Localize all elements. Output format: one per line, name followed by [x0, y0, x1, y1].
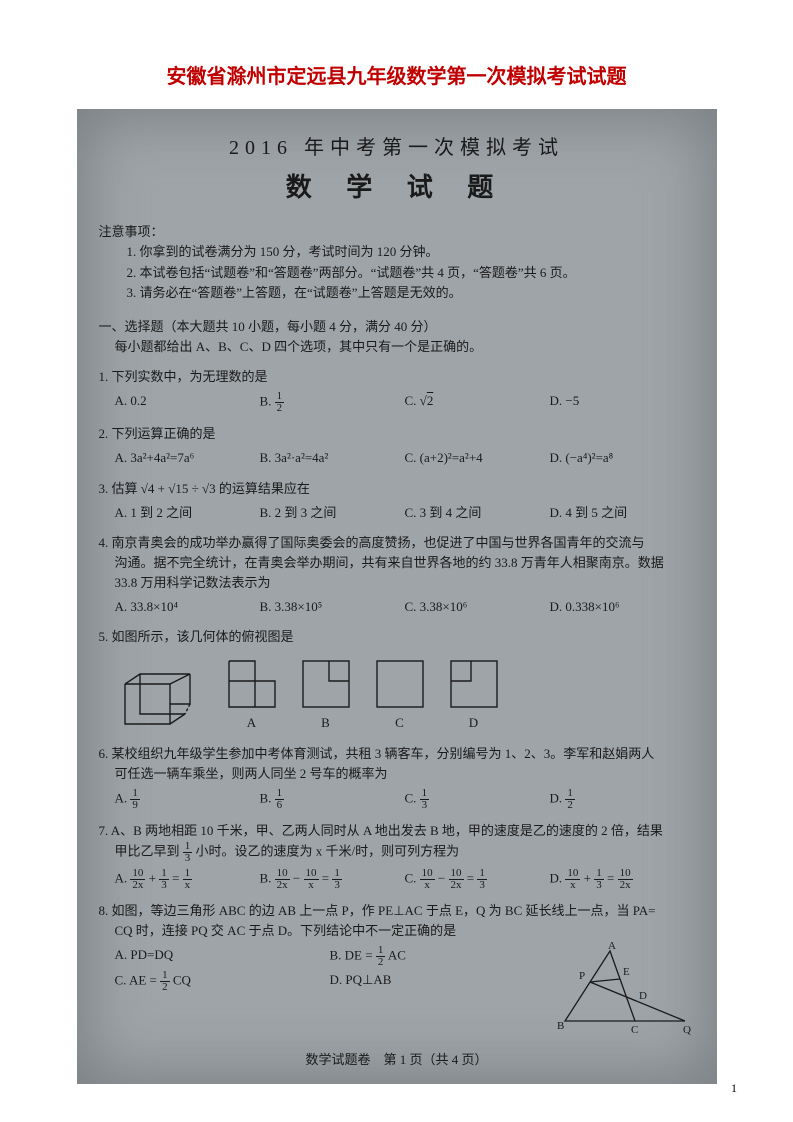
- question-2-stem: 2. 下列运算正确的是: [99, 424, 695, 444]
- option-a-label: A: [247, 713, 256, 733]
- question-6-options: A. 19 B. 16 C. 13 D. 12: [115, 788, 695, 811]
- option-c-figure: C: [373, 657, 427, 733]
- triangle-diagram-icon: A B C Q P E D: [555, 941, 695, 1036]
- option-d: D. 4 到 5 之间: [550, 503, 695, 523]
- option-d-figure: D: [447, 657, 501, 733]
- question-8-stem-line1: 8. 如图，等边三角形 ABC 的边 AB 上一点 P，作 PE⊥AC 于点 E…: [99, 901, 695, 921]
- question-5: 5. 如图所示，该几何体的俯视图是: [99, 627, 695, 733]
- notice-heading: 注意事项：: [99, 222, 695, 242]
- question-8-stem-line2: CQ 时，连接 PQ 交 AC 于点 D。下列结论中不一定正确的是: [115, 921, 695, 941]
- question-1: 1. 下列实数中，为无理数的是 A. 0.2 B. 12 C. √2 D. −5: [99, 367, 695, 414]
- option-c: C. 3 到 4 之间: [405, 503, 550, 523]
- question-3-stem: 3. 估算 √4 + √15 ÷ √3 的运算结果应在: [99, 479, 695, 499]
- option-c: C. 13: [405, 788, 550, 811]
- option-a: A. 0.2: [115, 391, 260, 414]
- option-b: B. 102x − 10x = 13: [260, 868, 405, 891]
- topview-b-icon: [299, 657, 353, 711]
- question-2-options: A. 3a²+4a²=7a⁶ B. 3a²·a²=4a² C. (a+2)²=a…: [115, 448, 695, 468]
- option-c: C. (a+2)²=a²+4: [405, 448, 550, 468]
- option-b-figure: B: [299, 657, 353, 733]
- question-4-stem-line1: 4. 南京青奥会的成功举办赢得了国际奥委会的高度赞扬，也促进了中国与世界各国青年…: [99, 533, 695, 553]
- question-3: 3. 估算 √4 + √15 ÷ √3 的运算结果应在 A. 1 到 2 之间 …: [99, 479, 695, 523]
- question-8-options: A. PD=DQ B. DE = 12 AC C. AE = 12 CQ D. …: [115, 945, 545, 995]
- option-b-label: B: [321, 713, 330, 733]
- question-4: 4. 南京青奥会的成功举办赢得了国际奥委会的高度赞扬，也促进了中国与世界各国青年…: [99, 533, 695, 618]
- option-c: C. √2: [405, 391, 550, 414]
- question-6-stem-line2: 可任选一辆车乘坐，则两人同坐 2 号车的概率为: [115, 764, 695, 784]
- exam-header-line2: 数 学 试 题: [99, 168, 695, 208]
- option-d: D. (−a⁴)²=a⁸: [550, 448, 695, 468]
- question-4-options: A. 33.8×10⁴ B. 3.38×10⁵ C. 3.38×10⁶ D. 0…: [115, 597, 695, 617]
- section-1-sub: 每小题都给出 A、B、C、D 四个选项，其中只有一个是正确的。: [115, 337, 695, 357]
- option-a: A. 3a²+4a²=7a⁶: [115, 448, 260, 468]
- option-d-label: D: [469, 713, 478, 733]
- option-b: B. 12: [260, 391, 405, 414]
- option-a: A. PD=DQ: [115, 945, 330, 968]
- page-number: 1: [731, 1081, 737, 1096]
- notice-item: 3. 请务必在“答题卷”上答题，在“试题卷”上答题是无效的。: [127, 283, 695, 303]
- option-c: C. AE = 12 CQ: [115, 970, 330, 993]
- question-8-figure: A B C Q P E D: [555, 941, 695, 1036]
- option-d: D. −5: [550, 391, 695, 414]
- notice-item: 1. 你拿到的试卷满分为 150 分，考试时间为 120 分钟。: [127, 242, 695, 262]
- option-d: D. PQ⊥AB: [330, 970, 545, 993]
- label-B: B: [557, 1020, 564, 1032]
- question-4-stem-line2: 沟通。据不完全统计，在青奥会举办期间，共有来自世界各地的约 33.8 万青年人相…: [115, 553, 695, 573]
- option-b: B. 2 到 3 之间: [260, 503, 405, 523]
- question-7: 7. A、B 两地相距 10 千米，甲、乙两人同时从 A 地出发去 B 地，甲的…: [99, 821, 695, 891]
- option-c: C. 10x − 102x = 13: [405, 868, 550, 891]
- label-D: D: [639, 990, 647, 1002]
- topview-d-icon: [447, 657, 501, 711]
- exam-header-line1: 2016 年中考第一次模拟考试: [99, 133, 695, 164]
- option-a: A. 102x + 13 = 1x: [115, 868, 260, 891]
- question-7-options: A. 102x + 13 = 1x B. 102x − 10x = 13 C. …: [115, 868, 695, 891]
- section-1-heading: 一、选择题（本大题共 10 小题，每小题 4 分，满分 40 分）: [99, 317, 695, 337]
- option-a: A. 19: [115, 788, 260, 811]
- label-C: C: [631, 1024, 638, 1036]
- question-2: 2. 下列运算正确的是 A. 3a²+4a²=7a⁶ B. 3a²·a²=4a²…: [99, 424, 695, 468]
- option-b: B. DE = 12 AC: [330, 945, 545, 968]
- label-P: P: [579, 970, 585, 982]
- document-title: 安徽省滁州市定远县九年级数学第一次模拟考试试题: [50, 60, 743, 89]
- page: 安徽省滁州市定远县九年级数学第一次模拟考试试题 2016 年中考第一次模拟考试 …: [0, 0, 793, 1122]
- question-6-stem-line1: 6. 某校组织九年级学生参加中考体育测试，共租 3 辆客车，分别编号为 1、2、…: [99, 744, 695, 764]
- question-5-stem: 5. 如图所示，该几何体的俯视图是: [99, 627, 695, 647]
- question-5-figures: A B: [115, 654, 695, 734]
- option-b: B. 3a²·a²=4a²: [260, 448, 405, 468]
- notice-list: 1. 你拿到的试卷满分为 150 分，考试时间为 120 分钟。 2. 本试卷包…: [127, 242, 695, 302]
- option-c: C. 3.38×10⁶: [405, 597, 550, 617]
- topview-a-icon: [225, 657, 279, 711]
- option-d: D. 0.338×10⁶: [550, 597, 695, 617]
- question-8: 8. 如图，等边三角形 ABC 的边 AB 上一点 P，作 PE⊥AC 于点 E…: [99, 901, 695, 1036]
- question-7-stem-line2: 甲比乙早到 13 小时。设乙的速度为 x 千米/时，则可列方程为: [115, 841, 695, 864]
- paper-footer: 数学试题卷 第 1 页（共 4 页）: [99, 1050, 695, 1070]
- option-d: D. 10x + 13 = 102x: [550, 868, 695, 891]
- option-a-figure: A: [225, 657, 279, 733]
- solid-icon: [115, 654, 205, 734]
- option-d: D. 12: [550, 788, 695, 811]
- label-A: A: [608, 941, 616, 952]
- topview-c-icon: [373, 657, 427, 711]
- question-6: 6. 某校组织九年级学生参加中考体育测试，共租 3 辆客车，分别编号为 1、2、…: [99, 744, 695, 811]
- label-Q: Q: [683, 1024, 691, 1036]
- option-a: A. 1 到 2 之间: [115, 503, 260, 523]
- option-a: A. 33.8×10⁴: [115, 597, 260, 617]
- question-3-options: A. 1 到 2 之间 B. 2 到 3 之间 C. 3 到 4 之间 D. 4…: [115, 503, 695, 523]
- option-b: B. 3.38×10⁵: [260, 597, 405, 617]
- question-1-stem: 1. 下列实数中，为无理数的是: [99, 367, 695, 387]
- label-E: E: [623, 966, 630, 978]
- question-7-stem-line1: 7. A、B 两地相距 10 千米，甲、乙两人同时从 A 地出发去 B 地，甲的…: [99, 821, 695, 841]
- solid-figure: [115, 654, 205, 734]
- question-4-stem-line3: 33.8 万用科学记数法表示为: [115, 573, 695, 593]
- option-b: B. 16: [260, 788, 405, 811]
- option-c-label: C: [395, 713, 404, 733]
- notice-item: 2. 本试卷包括“试题卷”和“答题卷”两部分。“试题卷”共 4 页，“答题卷”共…: [127, 263, 695, 283]
- question-1-options: A. 0.2 B. 12 C. √2 D. −5: [115, 391, 695, 414]
- scanned-exam-paper: 2016 年中考第一次模拟考试 数 学 试 题 注意事项： 1. 你拿到的试卷满…: [77, 109, 717, 1084]
